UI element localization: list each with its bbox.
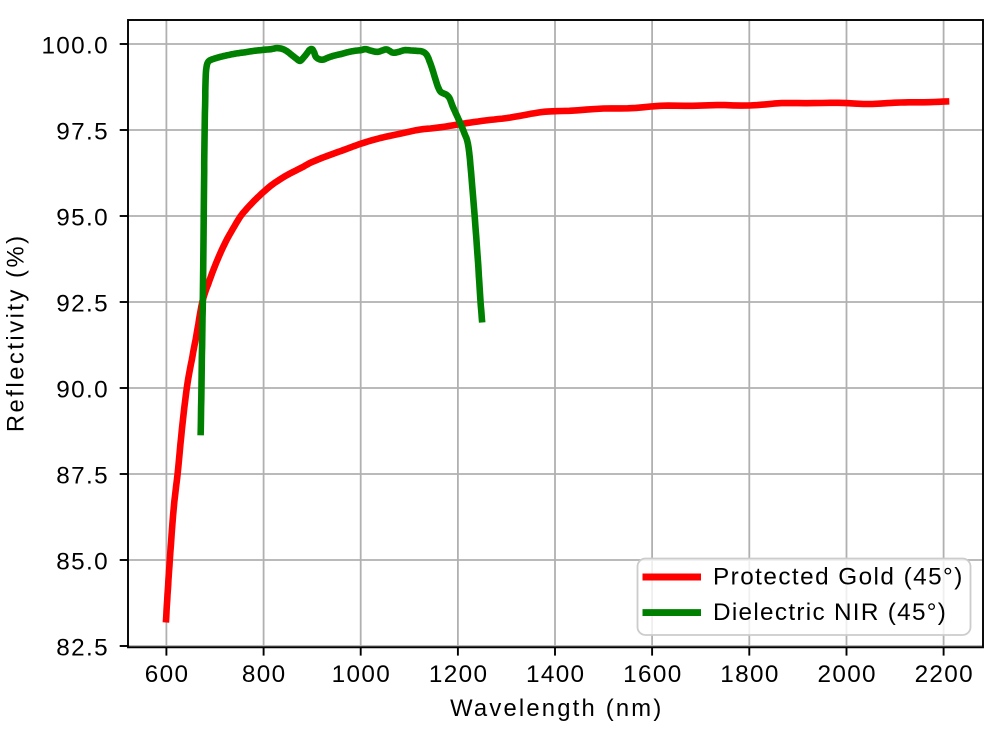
svg-text:87.5: 87.5: [56, 462, 109, 489]
svg-text:Reflectivity (%): Reflectivity (%): [3, 233, 30, 432]
svg-text:1200: 1200: [429, 661, 488, 688]
svg-text:2000: 2000: [817, 661, 876, 688]
svg-text:800: 800: [242, 661, 287, 688]
svg-text:1600: 1600: [623, 661, 682, 688]
svg-text:1800: 1800: [720, 661, 779, 688]
svg-text:Wavelength (nm): Wavelength (nm): [450, 695, 663, 722]
svg-text:92.5: 92.5: [56, 290, 109, 317]
svg-text:100.0: 100.0: [41, 32, 109, 59]
svg-text:97.5: 97.5: [56, 118, 109, 145]
svg-text:82.5: 82.5: [56, 634, 109, 661]
svg-text:2200: 2200: [915, 661, 974, 688]
svg-text:Protected Gold (45°): Protected Gold (45°): [713, 564, 964, 591]
svg-text:95.0: 95.0: [56, 204, 109, 231]
svg-text:90.0: 90.0: [56, 376, 109, 403]
svg-text:85.0: 85.0: [56, 548, 109, 575]
svg-text:Dielectric NIR (45°): Dielectric NIR (45°): [713, 599, 947, 626]
svg-text:1000: 1000: [332, 661, 391, 688]
svg-text:1400: 1400: [526, 661, 585, 688]
svg-text:600: 600: [145, 661, 190, 688]
